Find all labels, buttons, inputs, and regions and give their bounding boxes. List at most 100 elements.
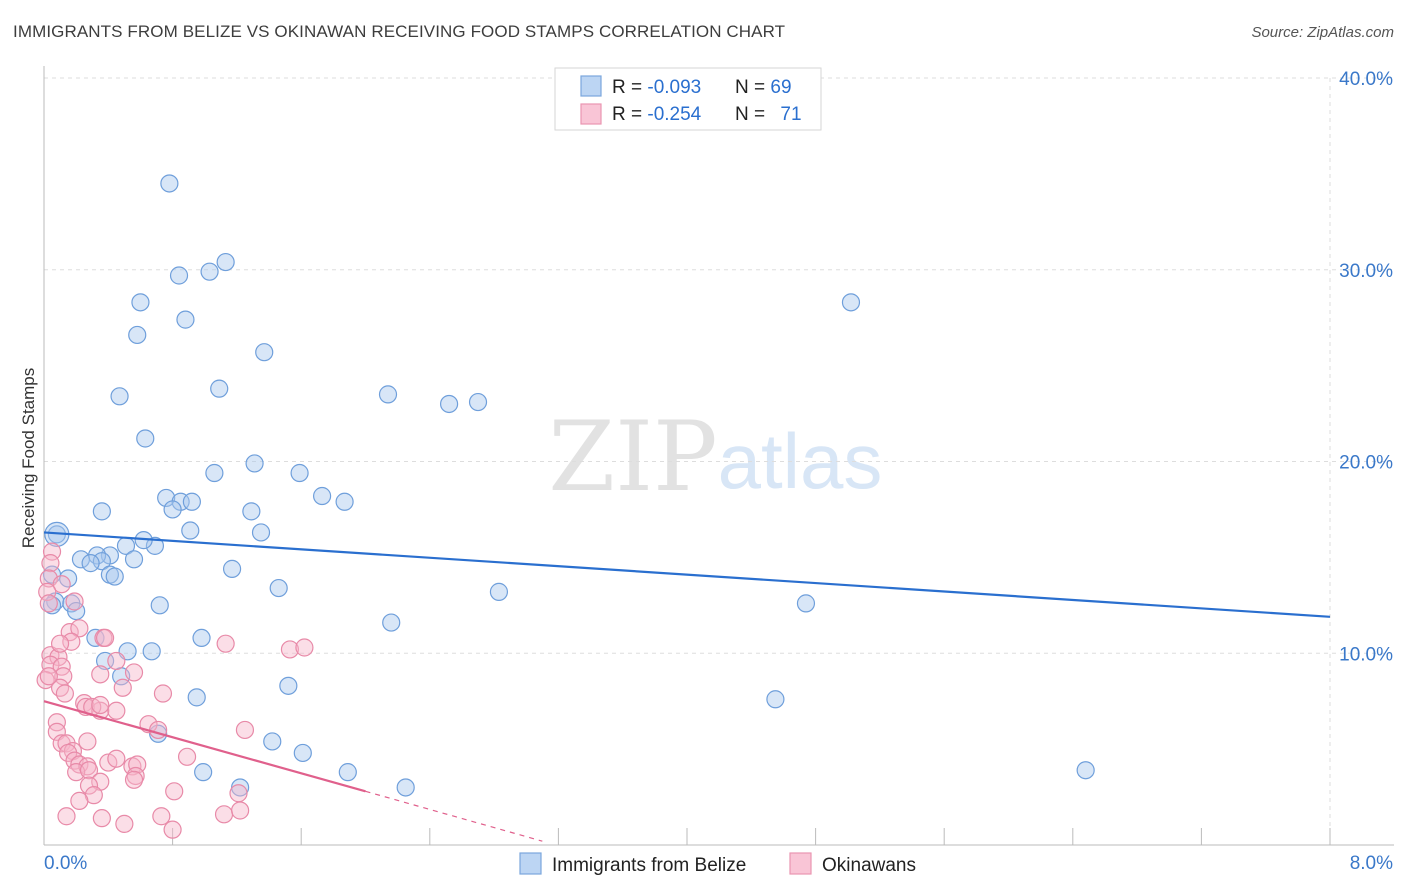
okinawans-point-59 xyxy=(229,784,248,803)
belize-point-21 xyxy=(335,492,354,511)
belize-point-62 xyxy=(194,763,213,782)
okinawans-point-11 xyxy=(62,632,81,651)
okinawans-point-3 xyxy=(52,575,71,594)
belize-point-19 xyxy=(182,492,201,511)
legend-n-value-1: 69 xyxy=(770,77,791,98)
okinawans-point-1 xyxy=(41,554,60,573)
okinawans-point-34 xyxy=(47,713,66,732)
okinawans-point-65 xyxy=(214,805,234,824)
legend-n-label-1: N = xyxy=(735,77,770,98)
belize-point-25 xyxy=(181,521,200,540)
okinawans-point-25 xyxy=(50,678,70,697)
belize-point-8 xyxy=(110,387,129,406)
belize-point-60 xyxy=(263,732,282,751)
legend-swatch-okinawans xyxy=(580,103,602,125)
okinawans-point-61 xyxy=(70,791,89,810)
belize-point-10 xyxy=(378,385,398,404)
okinawans-point-64 xyxy=(152,807,171,826)
x-tick-labels: 0.0% 8.0% xyxy=(44,853,1393,874)
okinawans-point-32 xyxy=(91,695,110,715)
belize-point-24 xyxy=(242,502,261,521)
belize-point-13 xyxy=(136,429,155,448)
trend-line-okinawans-extension xyxy=(365,790,543,842)
okinawans-point-58 xyxy=(165,782,184,801)
okinawans-point-67 xyxy=(115,814,134,834)
bottom-legend-swatch-okinawans xyxy=(789,852,812,875)
belize-point-29 xyxy=(145,536,165,555)
belize-point-43 xyxy=(269,578,288,598)
legend-r-label-1: R = xyxy=(612,77,647,98)
belize-point-46 xyxy=(150,596,169,615)
okinawans-point-33 xyxy=(107,701,126,720)
legend-r-value-2: -0.254 xyxy=(647,104,701,125)
belize-point-22 xyxy=(163,500,182,519)
series-belize-points xyxy=(42,174,1095,797)
belize-point-52 xyxy=(142,642,161,661)
okinawans-point-50 xyxy=(107,749,126,768)
belize-point-66 xyxy=(1076,761,1095,780)
belize-point-64 xyxy=(396,778,415,797)
y-axis-label: Receiving Food Stamps xyxy=(19,368,38,548)
y-tick-labels: 10.0% 20.0% 30.0% 40.0% xyxy=(1339,69,1393,665)
belize-point-12 xyxy=(468,392,488,412)
belize-point-40 xyxy=(222,559,242,578)
belize-point-7 xyxy=(255,343,274,362)
stats-legend: R = -0.093 N = 69 R = -0.254 N = 71 xyxy=(554,67,822,131)
belize-point-35 xyxy=(81,554,100,573)
legend-swatch-belize xyxy=(580,75,602,97)
belize-point-45 xyxy=(796,594,816,613)
series-okinawans-points xyxy=(36,542,314,839)
okinawans-point-4 xyxy=(38,582,57,601)
okinawans-point-70 xyxy=(50,634,70,653)
okinawans-point-49 xyxy=(128,755,147,774)
axes xyxy=(43,66,1394,846)
okinawans-point-24 xyxy=(113,678,132,697)
legend-r-value-1: -0.093 xyxy=(647,77,701,98)
legend-n-label-2: N = xyxy=(735,104,770,125)
x-tick-label-0: 0.0% xyxy=(44,853,87,874)
okinawans-point-69 xyxy=(39,667,58,686)
belize-point-63 xyxy=(338,763,357,782)
legend-n-value-2: 71 xyxy=(780,104,801,125)
belize-point-11 xyxy=(439,394,459,414)
source-label: Source: ZipAtlas.com xyxy=(1251,24,1394,41)
okinawans-point-53 xyxy=(79,761,99,780)
trend-line-belize xyxy=(43,531,1331,618)
belize-point-56 xyxy=(187,688,206,707)
svg-text:N = 69: N = 69 xyxy=(735,77,792,98)
belize-point-58 xyxy=(841,293,861,312)
belize-point-2 xyxy=(200,262,219,281)
belize-point-5 xyxy=(176,310,195,329)
series-legend: Immigrants from Belize Okinawans xyxy=(519,852,916,876)
okinawans-point-0 xyxy=(42,542,62,561)
belize-point-0 xyxy=(160,174,179,193)
okinawans-point-66 xyxy=(231,801,250,820)
trend-line-okinawans xyxy=(43,700,366,793)
belize-point-4 xyxy=(131,293,150,312)
bottom-legend-label-okinawans: Okinawans xyxy=(822,855,916,876)
okinawans-point-68 xyxy=(163,820,182,839)
svg-text:R = -0.093: R = -0.093 xyxy=(612,77,701,98)
okinawans-point-10 xyxy=(95,628,115,648)
belize-point-39 xyxy=(105,567,124,586)
okinawans-point-63 xyxy=(92,809,111,828)
okinawans-point-41 xyxy=(78,732,97,751)
bottom-legend-swatch-belize xyxy=(519,852,542,875)
y-tick-label-0: 10.0% xyxy=(1339,644,1393,665)
belize-point-15 xyxy=(205,463,224,483)
y-tick-label-2: 30.0% xyxy=(1339,261,1393,282)
watermark-zip: ZIP xyxy=(548,401,717,513)
okinawans-point-5 xyxy=(39,594,58,613)
belize-point-61 xyxy=(293,743,312,763)
okinawans-point-62 xyxy=(57,807,76,826)
belize-point-6 xyxy=(128,325,147,345)
okinawans-point-27 xyxy=(153,684,173,703)
okinawans-point-51 xyxy=(177,747,197,766)
okinawans-point-56 xyxy=(79,776,99,795)
belize-point-14 xyxy=(245,454,264,473)
belize-point-23 xyxy=(92,502,111,521)
belize-point-17 xyxy=(157,488,176,508)
okinawans-point-13 xyxy=(280,640,300,659)
belize-point-42 xyxy=(42,596,62,615)
